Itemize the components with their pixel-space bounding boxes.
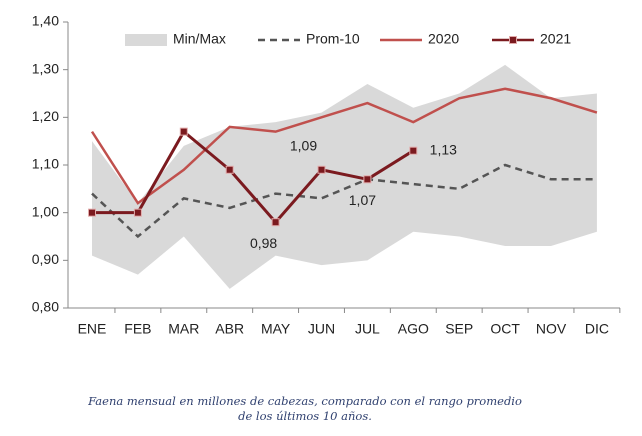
data-label: 1,13 <box>430 141 457 157</box>
data-label: 0,98 <box>250 235 277 251</box>
point-marker <box>363 175 372 184</box>
y-tick-label: 0,90 <box>32 251 59 267</box>
point-marker <box>179 127 188 136</box>
x-tick-label: FEB <box>124 321 151 337</box>
caption: Faena mensual en millones de cabezas, co… <box>87 394 522 408</box>
series-line <box>90 87 598 205</box>
point-marker <box>133 208 142 217</box>
legend-label: Min/Max <box>173 31 226 47</box>
x-tick-label: MAR <box>168 321 199 337</box>
min-max-band <box>92 64 597 289</box>
legend-label: 2020 <box>428 31 459 47</box>
x-tick-label: DIC <box>585 321 609 337</box>
x-tick-label: JUN <box>308 321 335 337</box>
point-marker <box>317 165 326 174</box>
y-tick-label: 0,80 <box>32 299 59 315</box>
x-tick-label: JUL <box>355 321 380 337</box>
x-tick-label: ENE <box>78 321 107 337</box>
data-label: 1,09 <box>290 137 317 153</box>
legend-swatch <box>125 34 167 46</box>
x-tick-label: NOV <box>536 321 567 337</box>
x-tick-label: AGO <box>398 321 429 337</box>
y-tick-label: 1,00 <box>32 203 59 219</box>
legend-label: Prom-10 <box>306 31 360 47</box>
x-tick-label: MAY <box>261 321 291 337</box>
legend-label: 2021 <box>540 31 571 47</box>
point-marker <box>271 218 280 227</box>
x-tick-label: SEP <box>445 321 473 337</box>
y-tick-label: 1,20 <box>32 108 59 124</box>
point-marker <box>225 165 234 174</box>
data-label: 1,07 <box>349 192 376 208</box>
y-tick-label: 1,10 <box>32 156 59 172</box>
series-line <box>92 129 415 225</box>
point-marker <box>88 208 96 217</box>
series-line <box>91 163 597 239</box>
y-tick-label: 1,40 <box>32 13 59 29</box>
x-tick-label: OCT <box>490 321 520 337</box>
y-tick-label: 1,30 <box>32 60 59 76</box>
caption: de los últimos 10 años. <box>238 409 372 423</box>
x-tick-label: ABR <box>215 321 244 337</box>
point-marker <box>409 146 418 155</box>
legend-marker <box>509 36 517 44</box>
